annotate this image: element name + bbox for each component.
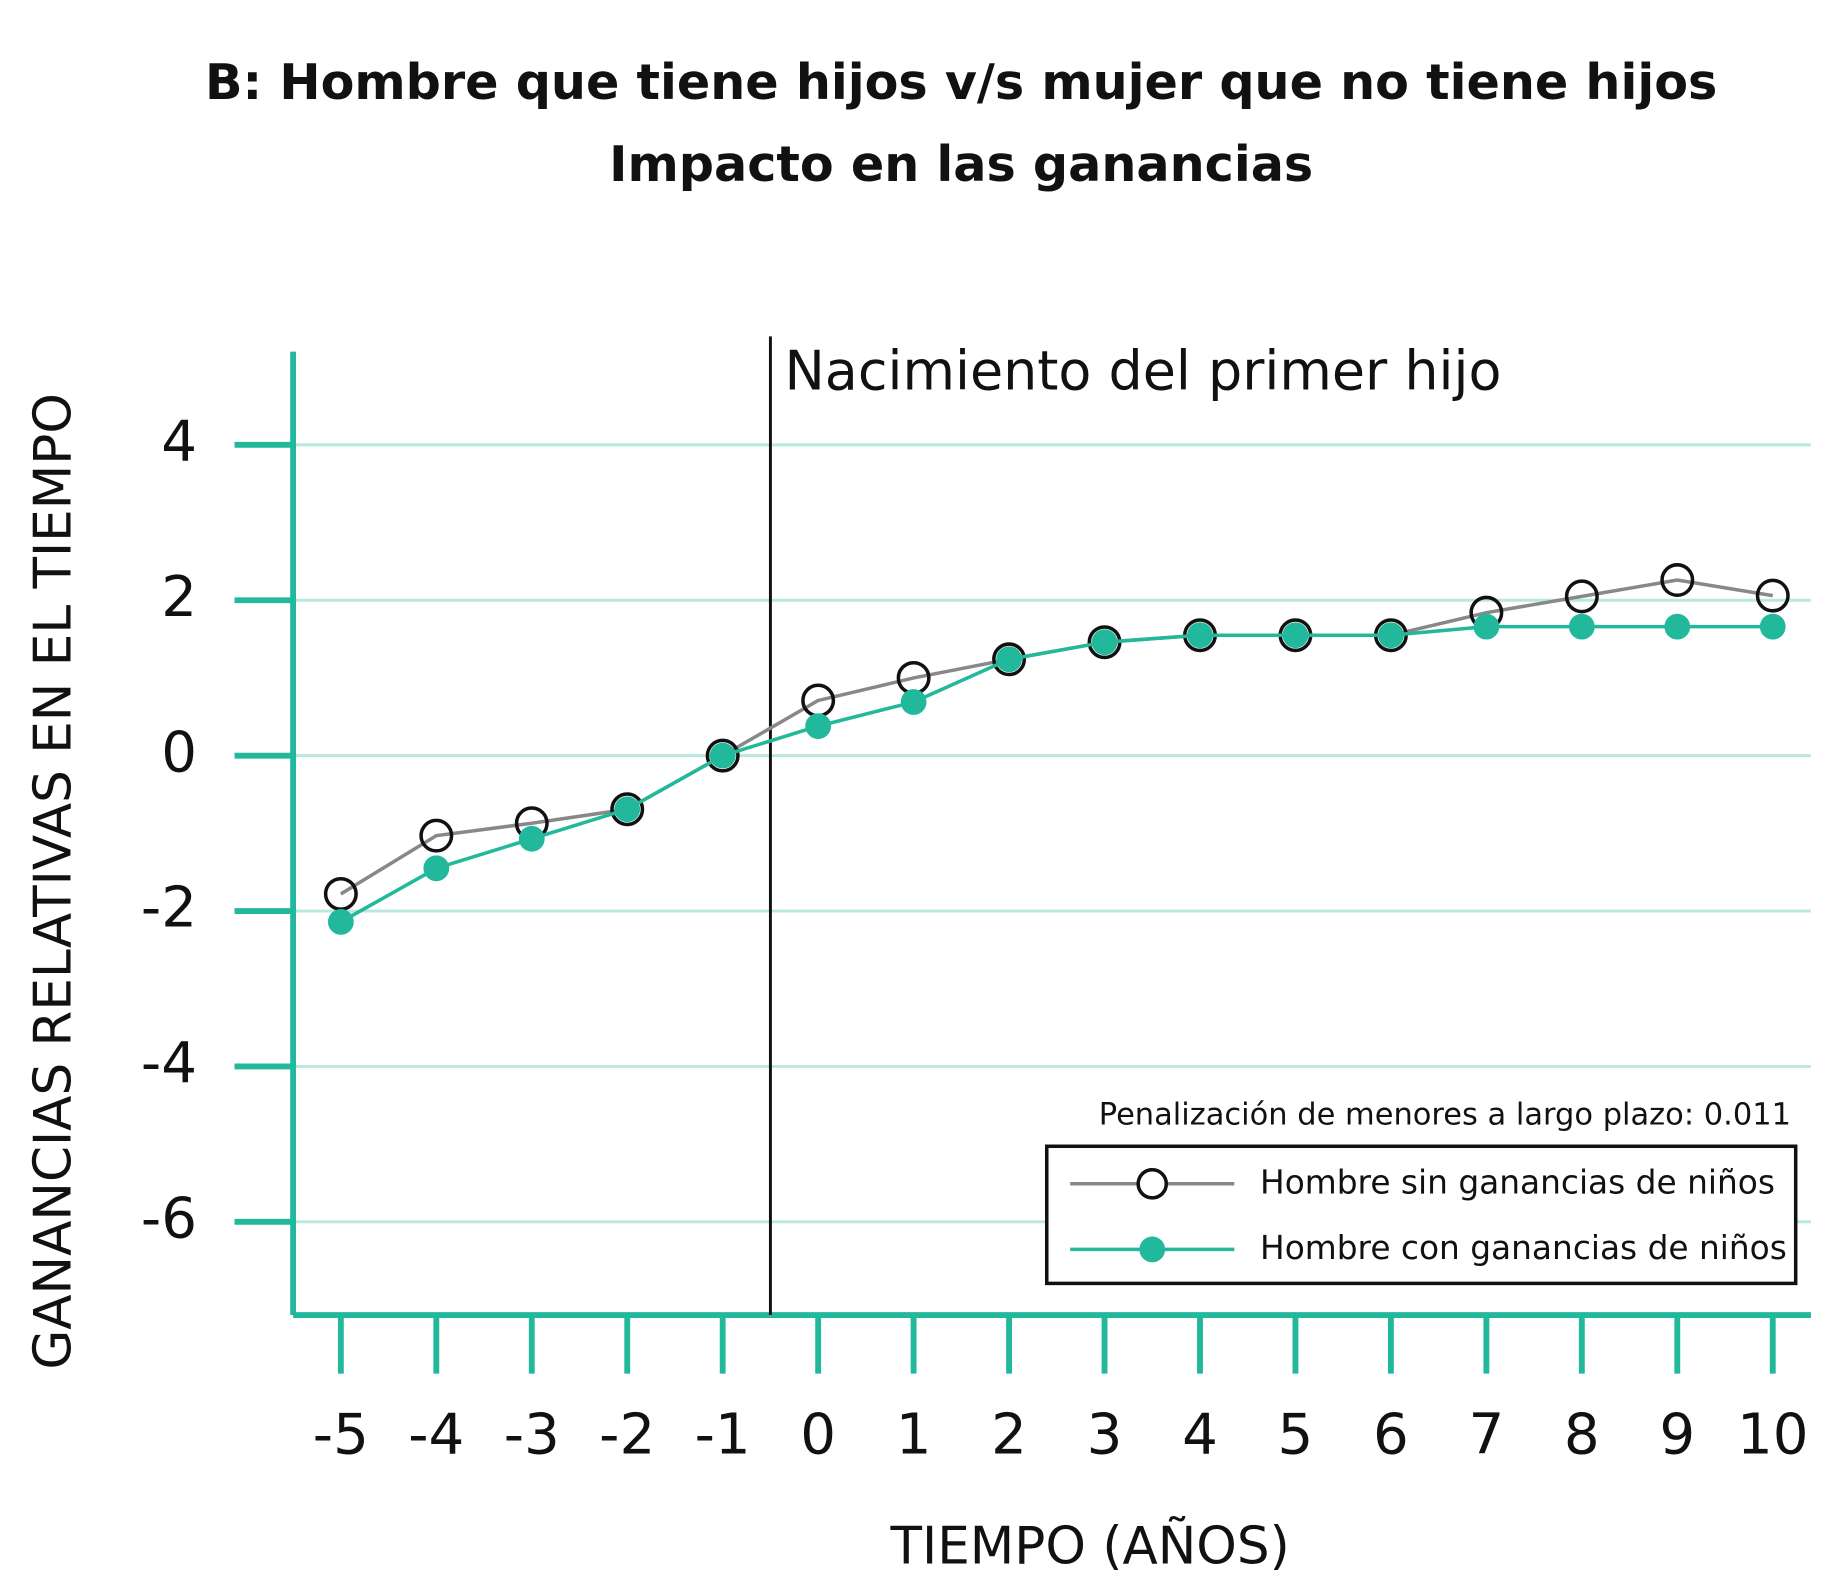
x-tick-label: 9 [1659, 1403, 1695, 1468]
x-tick-label: -5 [313, 1403, 369, 1468]
data-point [423, 855, 450, 882]
legend-box [1044, 1144, 1798, 1286]
chart-title: B: Hombre que tiene hijos v/s mujer que … [205, 53, 1717, 111]
x-tick-label: -4 [408, 1403, 464, 1468]
data-point [327, 909, 354, 935]
x-tick-label: 10 [1737, 1403, 1809, 1468]
data-point [992, 642, 1027, 677]
data-point [1568, 613, 1595, 640]
legend-label: Hombre con ganancias de niños [1260, 1229, 1787, 1267]
x-tick-label: 7 [1468, 1403, 1504, 1468]
legend-note: Penalización de menores a largo plazo: 0… [1099, 1097, 1791, 1132]
y-tick-label: -4 [141, 1031, 197, 1096]
data-point [900, 689, 927, 715]
data-point [1473, 613, 1500, 640]
data-point [1664, 613, 1691, 640]
y-axis-label: GANANCIAS RELATIVAS EN EL TIEMPO [23, 393, 83, 1370]
x-tick-label: -2 [599, 1403, 655, 1468]
y-tick-label: -6 [141, 1186, 197, 1251]
data-point [1091, 629, 1118, 656]
data-point [996, 646, 1022, 673]
x-tick-label: 5 [1278, 1403, 1314, 1468]
x-tick-label: 8 [1564, 1403, 1600, 1468]
data-point [614, 796, 641, 823]
legend-marker [1139, 1236, 1166, 1263]
x-tick-label: 2 [991, 1403, 1027, 1468]
data-point [705, 738, 740, 773]
data-point [1755, 578, 1790, 613]
data-point [1564, 579, 1599, 614]
x-tick-label: 3 [1087, 1403, 1123, 1468]
data-point [610, 792, 645, 827]
data-point [1282, 622, 1309, 649]
x-tick-label: -3 [504, 1403, 560, 1468]
data-point [419, 818, 454, 853]
x-tick-label: 0 [800, 1403, 836, 1468]
chart-subtitle: Impacto en las ganancias [609, 135, 1313, 193]
data-point [1378, 622, 1404, 649]
x-tick-label: -1 [695, 1403, 751, 1468]
y-tick-label: 2 [161, 565, 197, 630]
legend-marker [1136, 1167, 1169, 1200]
x-tick-label: 1 [896, 1403, 932, 1468]
y-tick-label: -2 [141, 876, 197, 941]
y-tick-label: 0 [161, 720, 197, 785]
series-line [339, 624, 1773, 924]
x-axis-label: TIEMPO (AÑOS) [890, 1515, 1290, 1576]
legend-label: Hombre sin ganancias de niños [1260, 1163, 1775, 1201]
event-label: Nacimiento del primer hijo [784, 340, 1501, 403]
data-point [1759, 613, 1786, 640]
data-point [709, 742, 736, 769]
data-point [1187, 622, 1213, 649]
data-point [518, 825, 545, 852]
x-tick-label: 4 [1182, 1403, 1218, 1468]
x-tick-label: 6 [1373, 1403, 1409, 1468]
y-tick-label: 4 [161, 409, 197, 474]
data-point [805, 713, 832, 740]
data-point [1660, 563, 1695, 598]
